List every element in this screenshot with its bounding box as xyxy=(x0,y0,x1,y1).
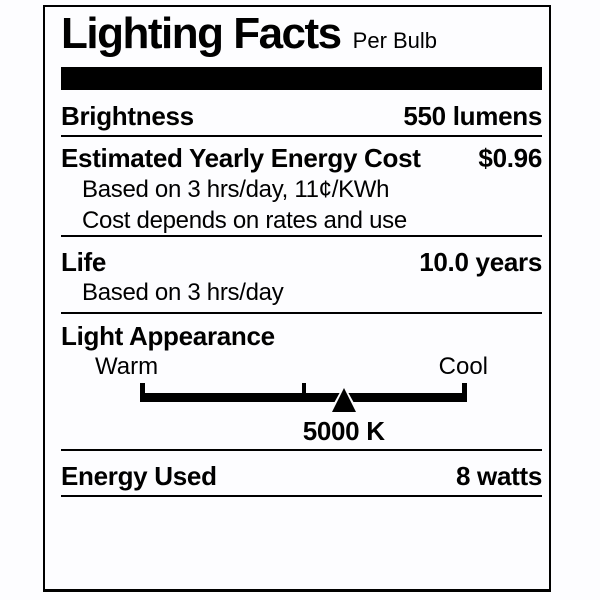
energy-used-value: 8 watts xyxy=(455,461,542,491)
cool-label: Cool xyxy=(438,353,488,380)
label-header: Lighting Facts Per Bulb xyxy=(61,7,542,59)
brightness-section: Brightness 550 lumens xyxy=(61,90,542,137)
scale-bar xyxy=(140,393,467,402)
brightness-label: Brightness xyxy=(61,101,194,131)
temperature-value: 5000 K xyxy=(302,416,385,446)
life-value: 10.0 years xyxy=(419,247,542,277)
life-label: Life xyxy=(61,247,107,277)
life-row: Life 10.0 years xyxy=(61,247,542,277)
energy-cost-basis-note: Based on 3 hrs/day, 11¢/KWh xyxy=(82,176,390,203)
warm-cool-labels: Warm Cool xyxy=(61,351,542,380)
header-divider-bar xyxy=(61,67,542,90)
temperature-marker-icon xyxy=(331,388,356,412)
energy-cost-value: $0.96 xyxy=(478,143,542,173)
light-appearance-section: Light Appearance Warm Cool 5000 K xyxy=(61,314,542,451)
light-appearance-heading-row: Light Appearance xyxy=(61,321,542,351)
energy-cost-disclaimer-note: Cost depends on rates and use xyxy=(82,207,407,234)
energy-used-section: Energy Used 8 watts xyxy=(61,451,542,497)
energy-used-row: Energy Used 8 watts xyxy=(61,461,542,491)
scale-left-end-tick xyxy=(140,383,145,402)
brightness-value: 550 lumens xyxy=(403,101,542,131)
color-temperature-scale: 5000 K xyxy=(140,383,467,447)
scale-middle-tick xyxy=(301,383,306,402)
warm-label: Warm xyxy=(95,353,159,380)
life-basis-note: Based on 3 hrs/day xyxy=(82,279,284,306)
label-title: Lighting Facts xyxy=(61,9,342,58)
energy-cost-label: Estimated Yearly Energy Cost xyxy=(61,143,421,173)
light-appearance-label: Light Appearance xyxy=(61,321,275,351)
energy-used-label: Energy Used xyxy=(61,461,217,491)
life-section: Life 10.0 years Based on 3 hrs/day xyxy=(61,237,542,314)
lighting-facts-label: Lighting Facts Per Bulb Brightness 550 lu… xyxy=(43,5,551,592)
label-subtitle: Per Bulb xyxy=(352,28,438,53)
scale-right-end-tick xyxy=(462,383,467,402)
energy-cost-row: Estimated Yearly Energy Cost $0.96 xyxy=(61,143,542,173)
energy-cost-section: Estimated Yearly Energy Cost $0.96 Based… xyxy=(61,137,542,237)
brightness-row: Brightness 550 lumens xyxy=(61,101,542,131)
